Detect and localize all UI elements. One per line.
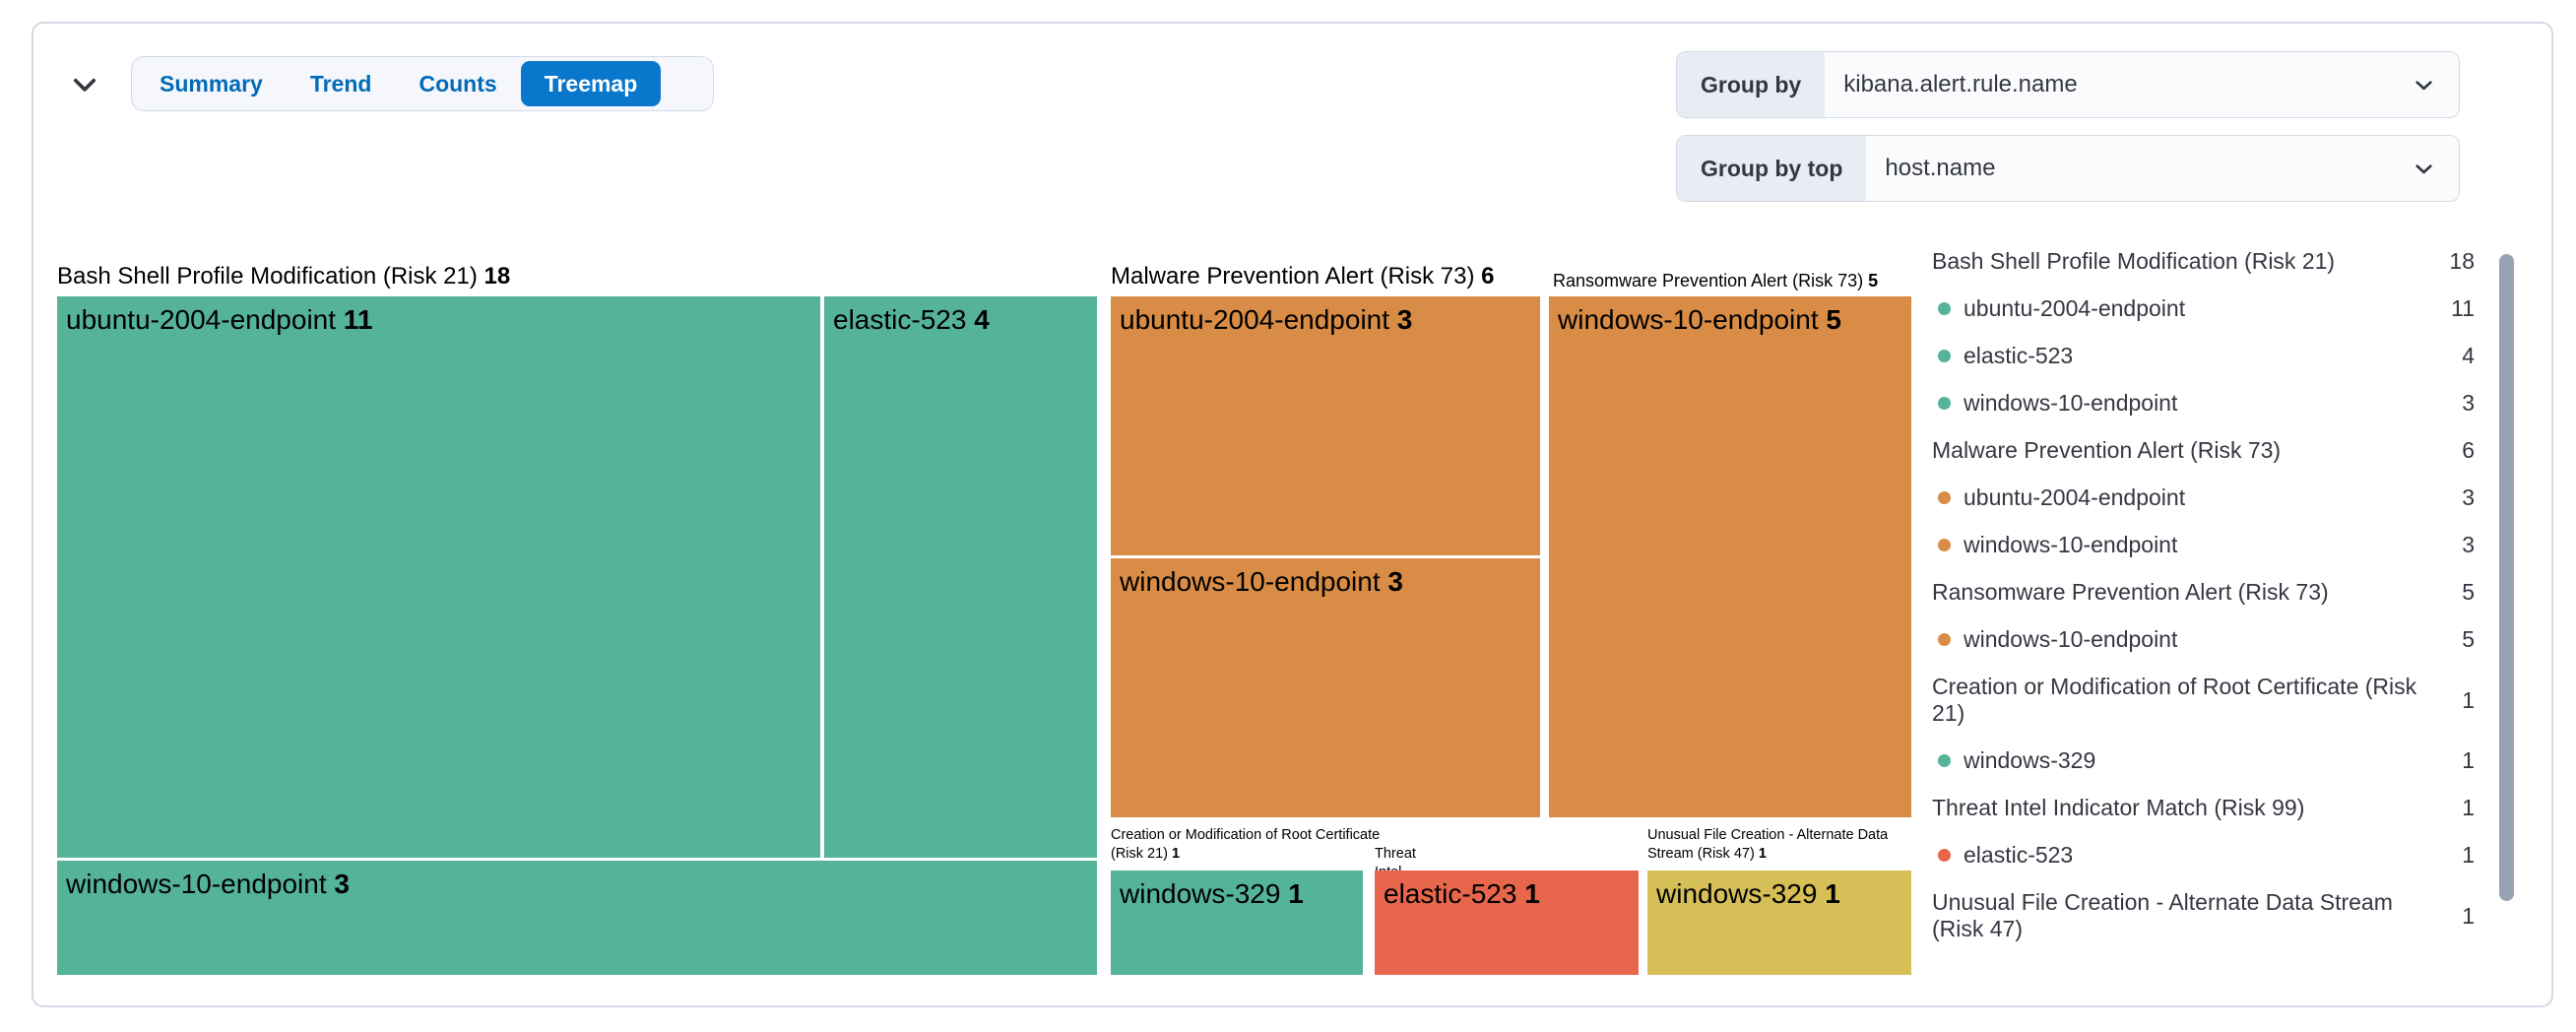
legend-color-dot [1938,539,1951,551]
legend-color-dot [1938,491,1951,504]
tab-trend[interactable]: Trend [287,61,396,106]
legend-item-label: elastic-523 [1932,343,2421,369]
group-by-top-select[interactable]: Group by top host.name [1676,135,2460,202]
legend-item[interactable]: elastic-523 4 [1932,343,2475,369]
legend-item-count: 6 [2462,437,2475,463]
treemap-cell-label: windows-329 1 [1120,878,1304,909]
treemap-cell-windows-329[interactable]: windows-329 1 [1647,871,1911,975]
treemap-legend: Bash Shell Profile Modification (Risk 21… [1932,248,2475,942]
legend-item[interactable]: windows-10-endpoint 3 [1932,390,2475,417]
treemap-cell-windows-10-endpoint[interactable]: windows-10-endpoint 3 [57,861,1097,975]
legend-item[interactable]: Bash Shell Profile Modification (Risk 21… [1932,248,2475,275]
legend-item-label: ubuntu-2004-endpoint [1932,484,2421,511]
legend-color-dot [1938,633,1951,646]
legend-item-label: Bash Shell Profile Modification (Risk 21… [1932,248,2336,274]
tab-summary[interactable]: Summary [136,61,287,106]
treemap-cell-elastic-523[interactable]: elastic-523 1 [1375,871,1639,975]
legend-item-count: 1 [2462,795,2475,820]
legend-item-count: 1 [2462,902,2475,929]
treemap-group-label: Unusual File Creation - Alternate Data S… [1647,827,1889,862]
treemap-group-label: Bash Shell Profile Modification (Risk 21… [57,263,511,290]
legend-item-label: Threat Intel Indicator Match (Risk 99) [1932,795,2305,820]
tab-counts[interactable]: Counts [395,61,520,106]
legend-item-label: Malware Prevention Alert (Risk 73) [1932,437,2282,463]
tab-treemap[interactable]: Treemap [520,61,662,106]
legend-item[interactable]: Unusual File Creation - Alternate Data S… [1932,889,2475,942]
legend-item-count: 3 [2462,390,2475,416]
treemap-cell-elastic-523[interactable]: elastic-523 4 [824,296,1097,858]
legend-item[interactable]: elastic-523 1 [1932,842,2475,869]
treemap-cell-ubuntu-2004-endpoint[interactable]: ubuntu-2004-endpoint 11 [57,296,820,858]
treemap-group-label: Ransomware Prevention Alert (Risk 73) 5 [1553,271,1879,290]
chevron-down-icon [2411,52,2459,117]
treemap-cell-label: ubuntu-2004-endpoint 11 [66,304,373,335]
legend-color-dot [1938,397,1951,410]
legend-item-count: 11 [2451,295,2475,321]
treemap-cell-label: elastic-523 4 [833,304,990,335]
treemap-cell-ubuntu-2004-endpoint[interactable]: ubuntu-2004-endpoint 3 [1111,296,1540,555]
legend-item-count: 1 [2462,842,2475,868]
treemap-group-label: Malware Prevention Alert (Risk 73) 6 [1111,263,1495,290]
legend-item-count: 1 [2462,747,2475,773]
legend-item[interactable]: Threat Intel Indicator Match (Risk 99) 1 [1932,795,2475,821]
group-by-select-value: kibana.alert.rule.name [1843,71,2078,97]
chevron-down-icon [73,78,97,92]
legend-item[interactable]: Malware Prevention Alert (Risk 73) 6 [1932,437,2475,464]
legend-item-count: 3 [2462,484,2475,510]
treemap-cell-windows-10-endpoint[interactable]: windows-10-endpoint 3 [1111,558,1540,817]
legend-item[interactable]: ubuntu-2004-endpoint 11 [1932,295,2475,322]
treemap-cell-label: ubuntu-2004-endpoint 3 [1120,304,1413,335]
legend-item[interactable]: ubuntu-2004-endpoint 3 [1932,484,2475,511]
legend-item-label: Creation or Modification of Root Certifi… [1932,674,2417,726]
treemap-cell-label: windows-10-endpoint 5 [1558,304,1841,335]
legend-item-label: Unusual File Creation - Alternate Data S… [1932,889,2393,941]
legend-color-dot [1938,350,1951,362]
legend-item[interactable]: windows-10-endpoint 5 [1932,626,2475,653]
treemap-cell-label: windows-10-endpoint 3 [1120,566,1403,597]
legend-item-count: 4 [2462,343,2475,368]
legend-item-count: 5 [2462,626,2475,652]
treemap-cell-label: windows-10-endpoint 3 [66,869,350,899]
legend-item-label: elastic-523 [1932,842,2421,869]
treemap-cell-label: windows-329 1 [1656,878,1840,909]
legend-item-label: Ransomware Prevention Alert (Risk 73) [1932,579,2329,605]
legend-scrollbar-thumb[interactable] [2499,254,2514,901]
legend-color-dot [1938,754,1951,767]
chevron-down-icon [2411,136,2459,201]
legend-item-label: ubuntu-2004-endpoint [1932,295,2421,322]
legend-item-count: 3 [2462,532,2475,557]
legend-item[interactable]: windows-329 1 [1932,747,2475,774]
legend-item-label: windows-329 [1932,747,2421,774]
group-by-select-label: Group by [1677,52,1826,117]
legend-color-dot [1938,849,1951,862]
group-by-select[interactable]: Group by kibana.alert.rule.name [1676,51,2460,118]
legend-item[interactable]: windows-10-endpoint 3 [1932,532,2475,558]
legend-item[interactable]: Creation or Modification of Root Certifi… [1932,674,2475,727]
view-mode-tab-group: Summary Trend Counts Treemap [131,56,714,111]
group-by-top-select-value: host.name [1885,155,1996,181]
legend-item-count: 5 [2462,579,2475,605]
collapse-chart-button[interactable] [63,63,106,106]
legend-color-dot [1938,302,1951,315]
treemap-group-label: Creation or Modification of Root Certifi… [1111,827,1381,862]
treemap-cell-windows-329[interactable]: windows-329 1 [1111,871,1363,975]
legend-item[interactable]: Ransomware Prevention Alert (Risk 73) 5 [1932,579,2475,606]
treemap-cell-windows-10-endpoint[interactable]: windows-10-endpoint 5 [1549,296,1911,817]
legend-item-label: windows-10-endpoint [1932,532,2421,558]
group-by-top-select-label: Group by top [1677,136,1867,201]
treemap-cell-label: elastic-523 1 [1384,878,1540,909]
legend-item-count: 1 [2462,686,2475,713]
legend-item-label: windows-10-endpoint [1932,626,2421,653]
legend-item-count: 18 [2449,248,2475,274]
legend-item-label: windows-10-endpoint [1932,390,2421,417]
